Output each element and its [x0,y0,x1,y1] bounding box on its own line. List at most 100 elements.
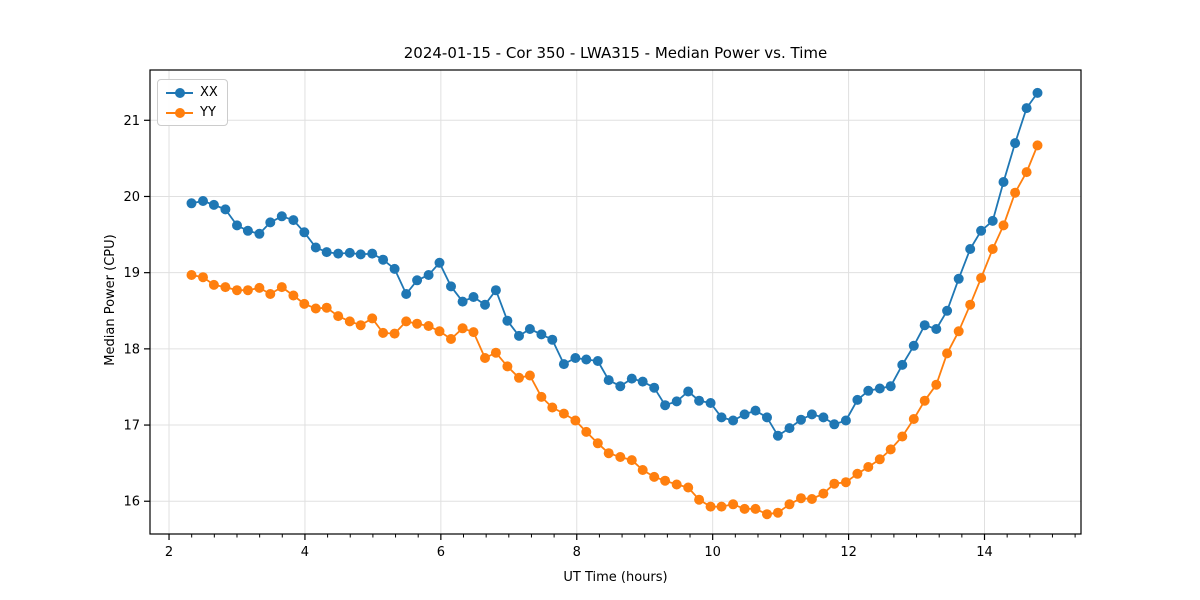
series-yy-point [232,285,242,296]
series-yy-point [401,316,412,327]
series-xx-point [265,217,276,228]
series-xx-point [468,292,479,302]
series-xx-point [739,409,750,420]
series-yy-point [592,438,603,449]
series-yy-point [772,507,783,518]
series-xx-point [490,285,501,296]
series-xx-point [536,329,547,340]
x-tick-label: 14 [976,545,993,560]
series-xx-point [931,324,942,334]
series-yy-point [796,493,806,504]
series-yy-point [468,327,479,338]
series-xx-point [276,211,287,222]
x-tick-label: 8 [573,545,581,560]
y-tick-label: 19 [123,266,140,281]
series-xx-point [310,242,321,253]
series-yy-point [536,391,547,402]
series-yy-point [942,348,953,359]
series-yy-line [191,145,1039,516]
series-yy-point [446,334,456,344]
series-yy-point [457,323,468,334]
series-xx-point [186,198,197,209]
series-yy-point [694,494,705,505]
series-xx-point [818,412,829,423]
series-xx-point [514,330,524,341]
series-xx-point [615,381,626,392]
series-yy-point [265,289,276,299]
series-yy-point [333,311,344,322]
series-xx-point [254,228,265,239]
series-yy-point [908,414,919,424]
series-xx-point [434,257,445,268]
legend-label-xx: XX [200,85,218,100]
series-yy-point [514,372,524,383]
series-yy-point [637,465,648,475]
series-xx-point [1021,103,1032,114]
series-yy-point [208,279,219,290]
series-yy-point [976,273,987,283]
series-yy-point [806,494,817,504]
series-yy-point [818,488,829,499]
series-yy-point [570,415,581,426]
series-yy-point [355,320,366,331]
series-xx-point [344,247,355,258]
y-tick-label: 18 [123,342,140,357]
series-xx-point [581,354,592,365]
series-xx-point [355,249,366,260]
series-xx-point [333,248,344,259]
series-yy-point [874,454,885,465]
series-yy-point [603,448,614,459]
series-yy-point [186,270,197,280]
series-xx-point [198,196,208,206]
series-yy-point [288,290,299,301]
series-yy-point [1010,187,1021,198]
series-xx-point [626,373,637,384]
series-yy-point [998,220,1009,231]
legend-item-yy: YY [166,105,218,120]
series-yy-point [389,328,400,339]
series-xx-point [953,273,964,284]
series-yy-point [705,501,716,512]
series-xx-point [852,394,863,405]
series-xx-point [524,324,535,334]
y-tick-label: 20 [123,190,140,205]
y-tick-label: 16 [123,495,140,510]
series-yy-point [367,313,378,324]
series-yy-point [885,444,896,455]
series-yy-point [863,462,874,472]
series-xx-point [446,281,456,292]
series-yy-point [1021,167,1032,178]
series-xx-point [457,296,468,307]
legend: XX YY [157,79,228,126]
series-xx-point [840,415,851,426]
series-xx-point [208,199,219,210]
series-yy-point [671,479,682,490]
x-axis-label: UT Time (hours) [563,570,668,585]
series-xx-point [401,289,412,299]
series-xx-point [592,356,603,366]
x-tick-label: 2 [165,545,173,560]
series-xx-point [480,299,490,310]
series-xx-point [750,405,761,416]
series-yy-point [502,361,513,372]
series-xx-point [683,386,694,397]
series-xx-point [367,248,378,259]
series-xx-point [874,383,885,394]
series-xx-point [570,353,581,363]
series-yy-point [524,370,535,381]
series-xx-point [728,415,739,426]
series-yy-point [649,471,660,482]
series-xx-point [705,398,716,408]
x-tick-label: 12 [840,545,857,560]
series-yy-point [321,302,332,313]
series-yy-point [344,316,355,327]
series-xx-point [423,270,434,280]
series-yy-point [299,298,310,309]
series-yy-point [558,408,569,419]
series-yy-point [840,477,851,488]
series-xx-point [908,340,919,351]
series-xx-point [1032,87,1043,98]
legend-marker-yy-icon [166,107,193,118]
series-xx-point [389,263,400,274]
series-xx-point [796,414,806,425]
